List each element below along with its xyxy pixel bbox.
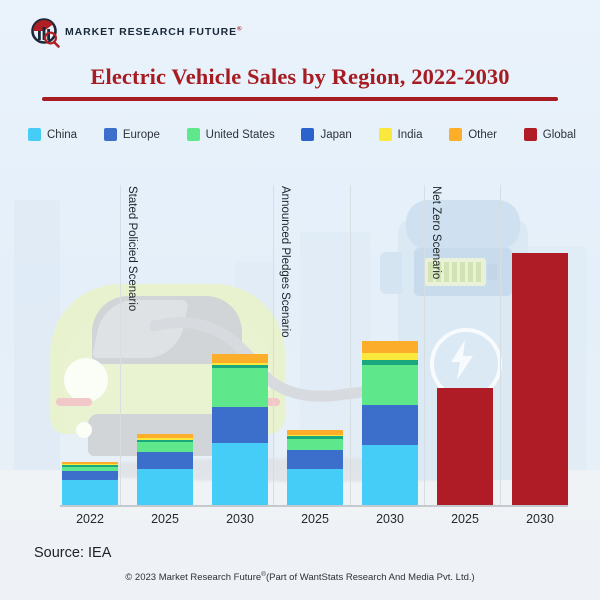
bar-column[interactable]	[137, 433, 193, 505]
registered-mark: ®	[237, 26, 243, 33]
bar-segment-japan[interactable]	[137, 451, 193, 470]
chart-legend: China Europe United States Japan India Other G…	[28, 128, 576, 141]
bar-segment-china[interactable]	[287, 469, 343, 505]
x-axis-tick-label: 2030	[226, 512, 254, 526]
bar-column[interactable]	[512, 252, 568, 505]
bar-segment-europe[interactable]	[137, 439, 193, 443]
bar-segment-india[interactable]	[287, 434, 343, 437]
scenario-separator	[500, 185, 501, 505]
scenario-separator	[120, 185, 121, 505]
legend-swatch	[28, 128, 41, 141]
bar-segment-other[interactable]	[287, 430, 343, 435]
scenario-label-stated-policies: Stated Policied Scenario	[126, 186, 138, 312]
bar-column[interactable]	[362, 341, 418, 505]
bar-segment-global[interactable]	[437, 387, 493, 505]
bar-column[interactable]	[62, 462, 118, 505]
legend-label: Other	[468, 128, 497, 141]
page-title: Electric Vehicle Sales by Region, 2022-2…	[90, 64, 510, 89]
bar-segment-india[interactable]	[362, 352, 418, 360]
legend-label: Global	[542, 128, 576, 141]
legend-label: United States	[205, 128, 275, 141]
bar-segment-europe[interactable]	[287, 436, 343, 440]
bar-segment-japan[interactable]	[62, 470, 118, 481]
bar-segment-europe[interactable]	[62, 465, 118, 467]
legend-swatch	[378, 128, 392, 141]
copyright-prefix: © 2023 Market Research Future	[125, 572, 262, 584]
x-axis-tick-label: 2025	[301, 512, 329, 526]
bar-segment-united-states[interactable]	[287, 439, 343, 450]
legend-item-united-states[interactable]: United States	[186, 128, 275, 141]
bar-segment-india[interactable]	[137, 437, 193, 440]
scenario-separator	[424, 185, 425, 505]
legend-label: Europe	[122, 128, 160, 141]
bar-segment-japan[interactable]	[212, 407, 268, 443]
building-shape	[14, 200, 60, 470]
bar-segment-other[interactable]	[212, 354, 268, 363]
magnifier-barchart-icon	[30, 18, 60, 48]
legend-item-india[interactable]: India	[378, 128, 423, 141]
bar-segment-china[interactable]	[62, 480, 118, 505]
scenario-separator	[273, 185, 274, 505]
title-divider	[42, 97, 558, 101]
bar-segment-india[interactable]	[212, 362, 268, 365]
bar-segment-united-states[interactable]	[137, 442, 193, 452]
bar-segment-united-states[interactable]	[62, 466, 118, 471]
x-axis-tick-label: 2030	[526, 512, 554, 526]
legend-swatch	[103, 128, 117, 141]
scenario-separator	[350, 185, 351, 505]
x-axis-tick-label: 2025	[451, 512, 479, 526]
x-axis-line	[60, 505, 568, 507]
bar-segment-united-states[interactable]	[362, 364, 418, 406]
legend-label: China	[47, 128, 78, 141]
bar-segment-other[interactable]	[362, 341, 418, 353]
legend-label: India	[397, 128, 423, 141]
x-axis-tick-label: 2022	[76, 512, 104, 526]
legend-label: Japan	[320, 128, 352, 141]
bar-chart-plot-area	[60, 185, 568, 505]
x-axis-tick-label: 2030	[376, 512, 404, 526]
legend-item-japan[interactable]: Japan	[301, 128, 352, 141]
legend-swatch	[449, 128, 463, 141]
bar-segment-united-states[interactable]	[212, 368, 268, 408]
source-label: Source: IEA	[34, 545, 112, 561]
bar-segment-china[interactable]	[137, 469, 193, 505]
brand-logo: MARKET RESEARCH FUTURE®	[30, 18, 242, 48]
legend-swatch	[523, 128, 537, 141]
bar-column[interactable]	[437, 387, 493, 505]
bar-segment-china[interactable]	[362, 444, 418, 505]
bar-segment-japan[interactable]	[362, 405, 418, 445]
scenario-label-net-zero: Net Zero Scenario	[430, 186, 442, 280]
brand-name: MARKET RESEARCH FUTURE®	[65, 26, 242, 38]
copyright-suffix: (Part of WantStats Research And Media Pv…	[265, 572, 475, 584]
x-axis-tick-label: 2025	[151, 512, 179, 526]
bar-segment-other[interactable]	[62, 462, 118, 465]
bar-segment-global[interactable]	[512, 252, 568, 505]
bar-segment-china[interactable]	[212, 442, 268, 505]
bar-column[interactable]	[287, 430, 343, 505]
legend-item-other[interactable]: Other	[449, 128, 497, 141]
legend-swatch	[301, 128, 315, 141]
legend-swatch	[186, 128, 200, 141]
copyright-registered-mark: ®	[261, 571, 266, 578]
legend-item-global[interactable]: Global	[523, 128, 576, 141]
legend-item-china[interactable]: China	[28, 128, 77, 141]
legend-item-europe[interactable]: Europe	[103, 128, 160, 141]
bar-segment-europe[interactable]	[362, 359, 418, 365]
bar-column[interactable]	[212, 354, 268, 505]
bar-segment-europe[interactable]	[212, 364, 268, 369]
bar-segment-japan[interactable]	[287, 449, 343, 470]
copyright-notice: © 2023 Market Research Future®(Part of W…	[0, 571, 600, 583]
bar-segment-india[interactable]	[62, 464, 118, 466]
bar-segment-other[interactable]	[137, 433, 193, 438]
brand-name-text: MARKET RESEARCH FUTURE	[65, 26, 238, 38]
scenario-label-announced-pledges: Announced Pledges Scenario	[279, 186, 291, 338]
